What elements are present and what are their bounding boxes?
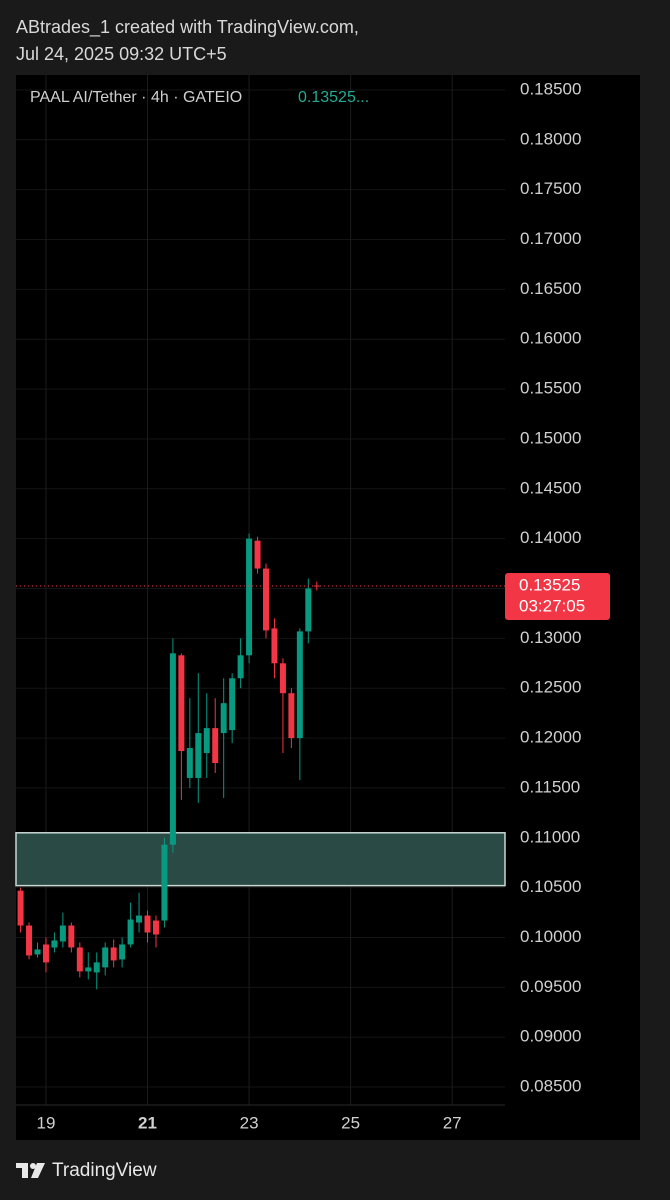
x-tick-label: 19: [36, 1113, 55, 1132]
y-tick-label: 0.14000: [520, 528, 581, 547]
candle-body: [34, 949, 41, 955]
candle-body: [161, 844, 168, 921]
y-tick-label: 0.10000: [520, 927, 581, 946]
candle-body: [119, 944, 126, 960]
candle-body: [229, 678, 236, 731]
candle-body: [51, 940, 58, 948]
y-tick-label: 0.17000: [520, 229, 581, 248]
candle-body: [59, 925, 66, 942]
plot: 0.08500 0.09000 0.09500 0.10000 0.10500 0.110…: [15, 75, 610, 1132]
last-price-label: 0.13525: [519, 575, 580, 594]
legend-last: 0.13525...: [298, 89, 369, 106]
x-tick-label: 27: [443, 1113, 462, 1132]
y-tick-label: 0.12500: [520, 678, 581, 697]
x-tick-label: 21: [138, 1113, 157, 1132]
candle-body: [203, 728, 210, 754]
zone: [15, 832, 506, 887]
countdown-label: 03:27:05: [519, 596, 585, 615]
candle-body: [305, 588, 312, 632]
candle-body: [42, 944, 49, 963]
candle-body: [237, 655, 244, 679]
candle-body: [186, 748, 193, 778]
candle-body: [144, 915, 151, 933]
candle-body: [17, 890, 24, 926]
logo-dot: [30, 1163, 36, 1169]
candle-body: [26, 925, 33, 956]
candle-body: [195, 733, 202, 778]
y-tick-label: 0.09000: [520, 1027, 581, 1046]
x-tick-label: 25: [341, 1113, 360, 1132]
y-tick-label: 0.15000: [520, 428, 581, 447]
candle-body: [110, 947, 117, 961]
logo-shape: [31, 1163, 45, 1178]
y-tick-label: 0.16000: [520, 329, 581, 348]
candle-body: [127, 919, 134, 945]
y-tick-label: 0.15500: [520, 379, 581, 398]
candle-body: [220, 703, 227, 734]
candle-body: [102, 947, 109, 968]
y-tick-label: 0.14500: [520, 478, 581, 497]
y-tick-label: 0.16500: [520, 279, 581, 298]
y-tick-label: 0.08500: [520, 1077, 581, 1096]
candle-body: [262, 568, 269, 631]
candle-body: [152, 920, 159, 935]
candle-body: [178, 655, 185, 752]
candle-body: [254, 540, 261, 569]
candle-body: [93, 962, 100, 973]
y-tick-label: 0.11000: [520, 827, 580, 846]
candle-body: [85, 967, 92, 972]
y-tick-label: 0.18500: [520, 79, 581, 98]
candle-body: [271, 628, 278, 664]
header-line: Jul 24, 2025 09:32 UTC+5: [16, 44, 227, 64]
logo-shape: [16, 1163, 28, 1178]
y-tick-label: 0.10500: [520, 877, 581, 896]
last-price-box: [505, 573, 610, 621]
candle-body: [136, 915, 143, 923]
header-line: ABtrades_1 created with TradingView.com,: [16, 17, 359, 38]
candle-body: [288, 693, 295, 739]
candle-body: [169, 653, 176, 845]
x-tick-label: 23: [240, 1113, 259, 1132]
footer-logo: [16, 1163, 45, 1178]
candle-body: [212, 728, 219, 763]
y-tick-label: 0.13000: [520, 628, 581, 647]
candle-body: [246, 538, 253, 656]
y-tick-label: 0.09500: [520, 977, 581, 996]
candle-body: [279, 663, 286, 694]
candle-body: [68, 925, 75, 948]
legend-symbol: PAAL AI/Tether · 4h · GATEIO: [30, 89, 242, 106]
footer-brand: TradingView: [52, 1160, 157, 1181]
y-tick-label: 0.18000: [520, 129, 581, 148]
y-tick-label: 0.12000: [520, 728, 581, 747]
candle-body: [76, 947, 83, 972]
candle-body: [296, 631, 303, 739]
y-tick-label: 0.11500: [520, 777, 580, 796]
y-tick-label: 0.17500: [520, 179, 581, 198]
